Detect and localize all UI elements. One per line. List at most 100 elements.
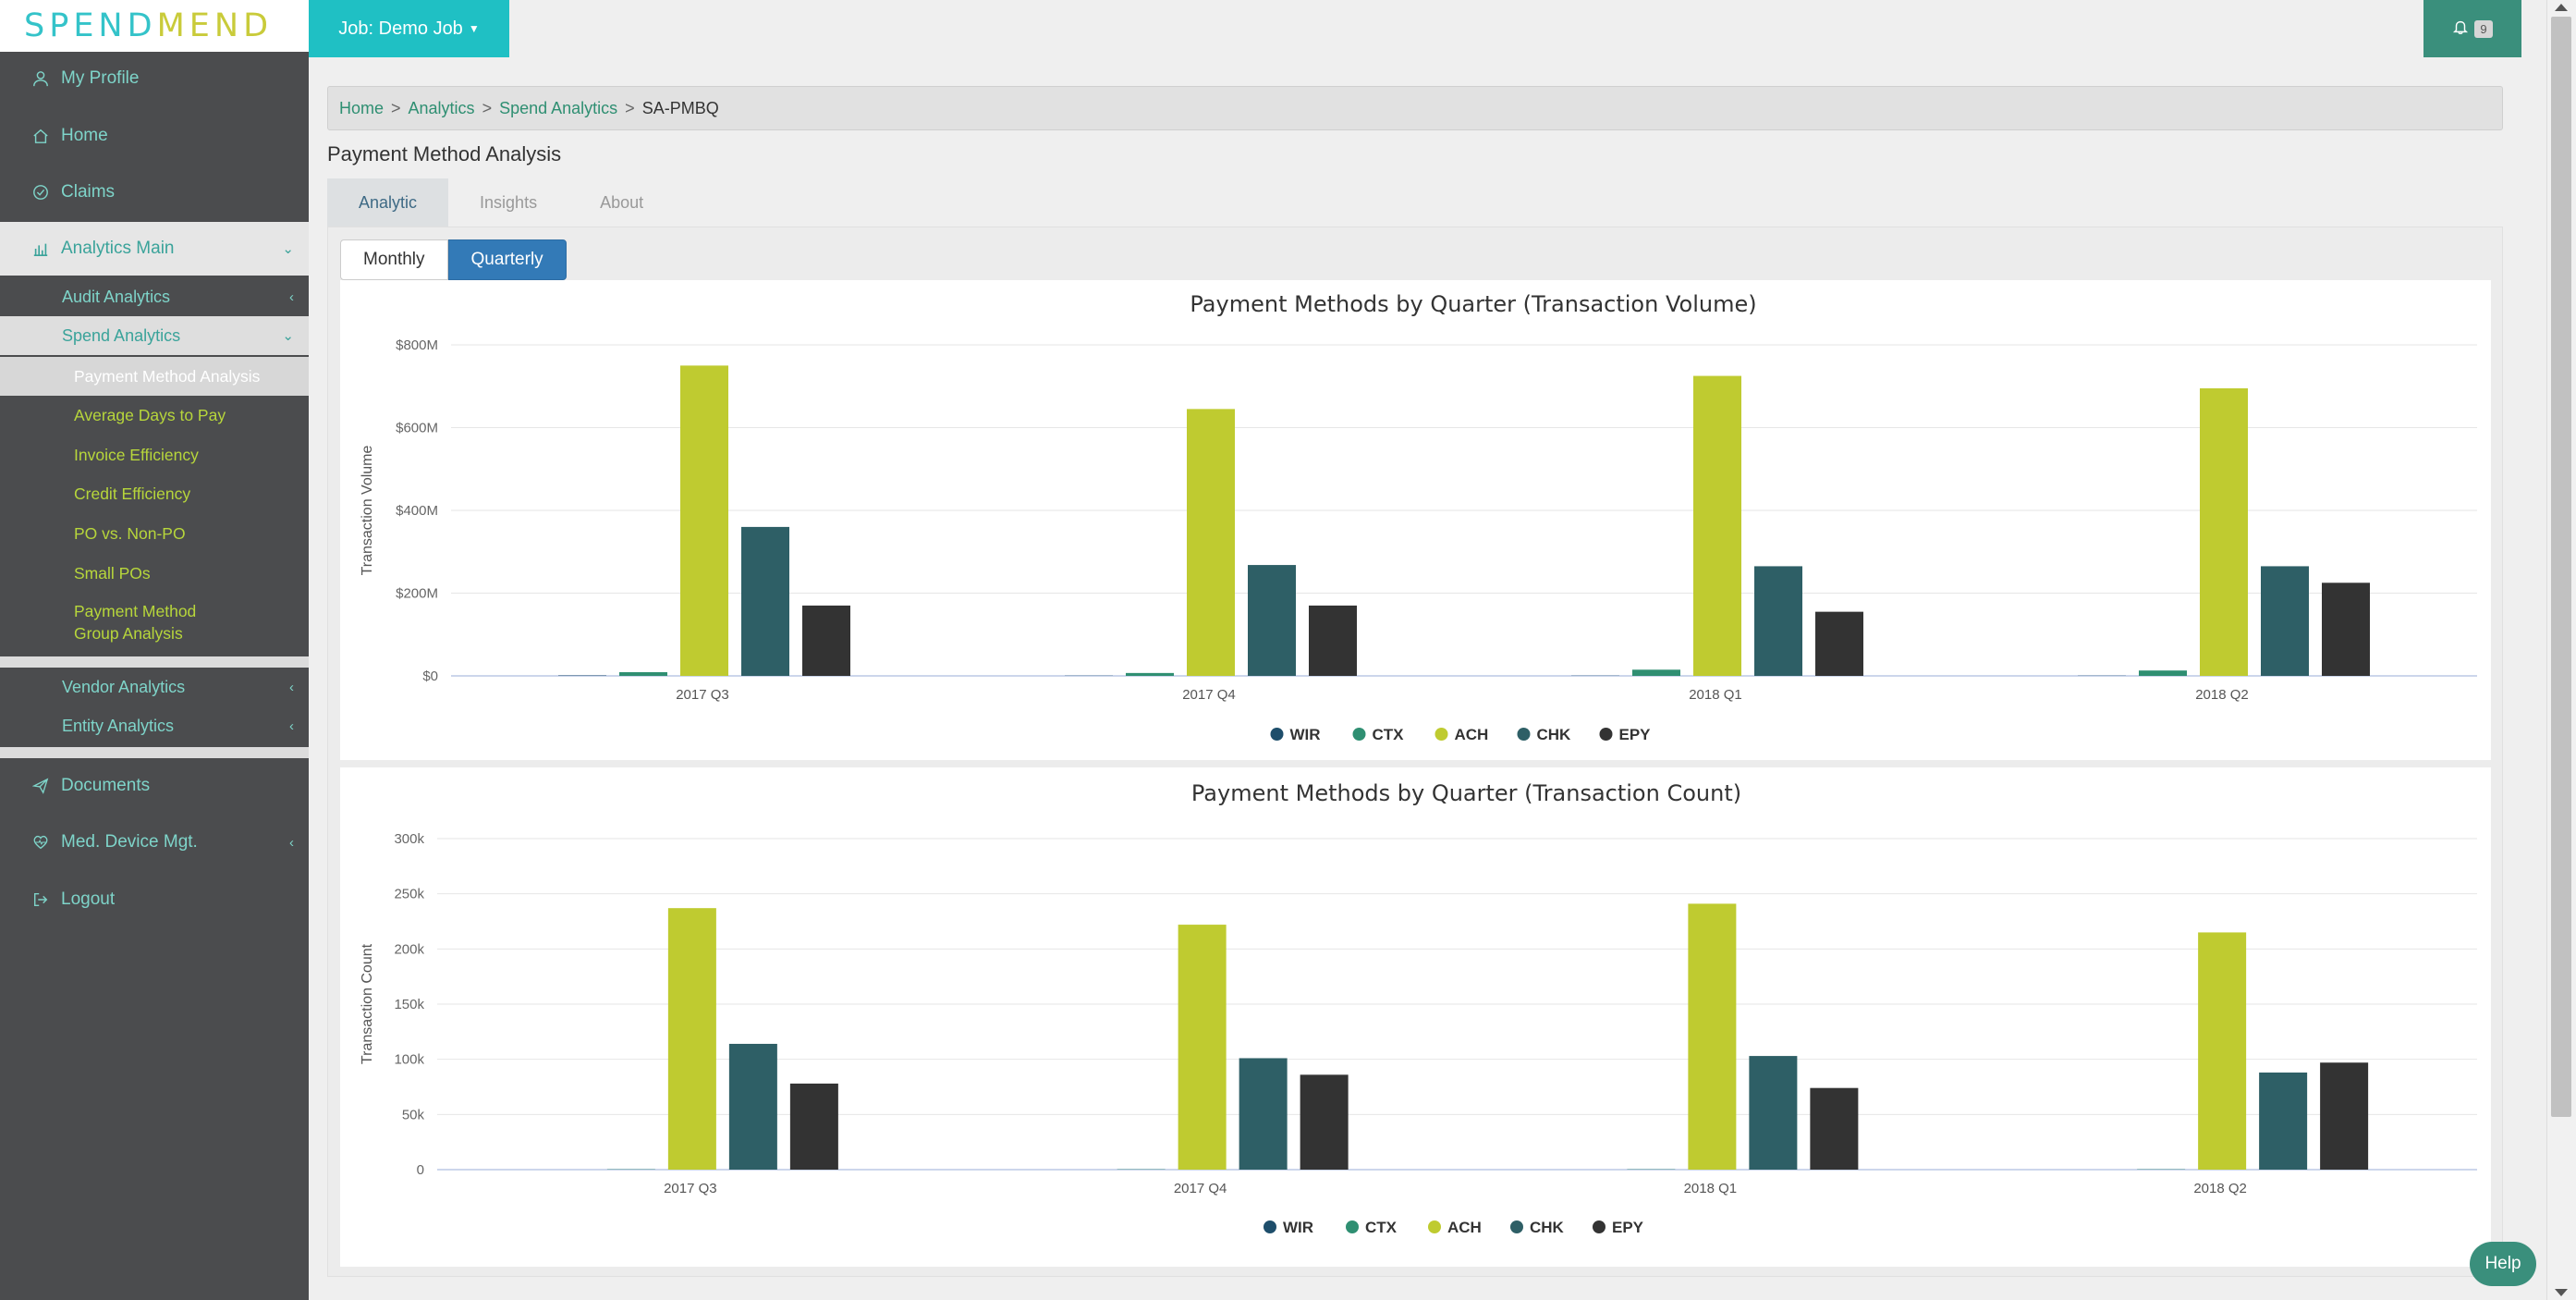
breadcrumb-separator: > xyxy=(482,98,493,117)
bar-ctx xyxy=(619,671,667,676)
sidebar-item-logout[interactable]: Logout xyxy=(0,873,309,926)
sidebar-item-claims[interactable]: Claims xyxy=(0,166,309,219)
bar-chk xyxy=(2259,1072,2308,1170)
sidebar-item-label: Average Days to Pay xyxy=(74,406,226,424)
legend-label-epy: EPY xyxy=(1612,1219,1644,1236)
legend-marker-wir xyxy=(1270,728,1284,741)
bar-ach xyxy=(2200,387,2248,676)
sidebar-item-label: Analytics Main xyxy=(61,239,175,258)
period-toggle: Monthly Quarterly xyxy=(340,239,567,280)
paper-plane-icon xyxy=(31,777,50,795)
sidebar-item-audit-analytics[interactable]: Audit Analytics ‹ xyxy=(0,277,309,316)
y-tick-label: 200k xyxy=(394,941,424,957)
legend-marker-chk xyxy=(1510,1220,1523,1233)
sidebar-item-home[interactable]: Home xyxy=(0,109,309,163)
bar-epy xyxy=(1300,1074,1349,1170)
sidebar-item-label: Logout xyxy=(61,889,116,909)
sidebar-item-my-profile[interactable]: My Profile xyxy=(0,52,309,105)
sidebar-item-entity-analytics[interactable]: Entity Analytics ‹ xyxy=(0,706,309,745)
breadcrumb-separator: > xyxy=(625,98,635,117)
bar-epy xyxy=(789,1083,838,1170)
breadcrumb-analytics-link[interactable]: Analytics xyxy=(408,98,475,117)
bar-chk xyxy=(2261,566,2309,676)
chevron-down-icon: ⌄ xyxy=(282,241,294,257)
caret-down-icon: ▼ xyxy=(468,22,480,35)
bar-ach xyxy=(1693,375,1741,676)
x-tick-label: 2017 Q4 xyxy=(1174,1181,1227,1196)
check-circle-icon xyxy=(31,183,50,202)
bar-ctx xyxy=(2139,670,2187,676)
scroll-up-arrow-icon[interactable] xyxy=(2555,4,2568,11)
scroll-down-arrow-icon[interactable] xyxy=(2555,1289,2568,1296)
y-tick-label: $0 xyxy=(422,668,438,684)
job-selector-button[interactable]: Job: Demo Job ▼ xyxy=(309,0,509,57)
tab-insights[interactable]: Insights xyxy=(480,192,538,212)
sidebar-divider xyxy=(0,656,309,668)
legend-label-epy: EPY xyxy=(1619,726,1652,743)
legend-label-chk: CHK xyxy=(1530,1219,1565,1236)
sidebar-item-po-vs-non-po[interactable]: PO vs. Non-PO xyxy=(0,514,309,553)
legend-label-ctx: CTX xyxy=(1365,1219,1398,1236)
quarterly-toggle-button[interactable]: Quarterly xyxy=(447,239,567,280)
sidebar-item-invoice-efficiency[interactable]: Invoice Efficiency xyxy=(0,435,309,474)
sidebar-item-documents[interactable]: Documents xyxy=(0,759,309,813)
notification-count-badge: 9 xyxy=(2474,19,2493,38)
bar-ach xyxy=(1187,409,1235,676)
y-tick-label: 100k xyxy=(394,1052,424,1068)
bar-chk xyxy=(1248,565,1296,676)
breadcrumb-spend-analytics-link[interactable]: Spend Analytics xyxy=(499,98,618,117)
bar-epy xyxy=(1815,611,1863,676)
bar-epy xyxy=(802,605,850,676)
legend-marker-epy xyxy=(1599,728,1613,741)
brand-logo[interactable]: SPEND MEND xyxy=(0,0,309,52)
help-button[interactable]: Help xyxy=(2470,1242,2536,1286)
tab-bar: Analytic Insights About xyxy=(327,178,675,227)
sidebar-item-analytics-main[interactable]: Analytics Main ⌄ xyxy=(0,222,309,276)
sidebar-item-label: Payment Method Analysis xyxy=(74,367,261,386)
sidebar-item-average-days-to-pay[interactable]: Average Days to Pay xyxy=(0,396,309,435)
bell-icon xyxy=(2452,18,2469,40)
sidebar-item-small-pos[interactable]: Small POs xyxy=(0,554,309,593)
sidebar-item-label: Med. Device Mgt. xyxy=(61,832,198,852)
sidebar-item-payment-method-group-analysis[interactable]: Payment Method Group Analysis xyxy=(0,600,240,644)
breadcrumb-home-link[interactable]: Home xyxy=(339,98,385,117)
sidebar-item-label: Invoice Efficiency xyxy=(74,446,199,464)
transaction-count-chart: Payment Methods by Quarter (Transaction … xyxy=(340,767,2491,1267)
logo-part-mend: MEND xyxy=(156,7,274,44)
sidebar-item-label: Payment Method Group Analysis xyxy=(74,602,197,643)
chevron-down-icon: ⌄ xyxy=(282,328,294,344)
sidebar-item-label: Documents xyxy=(61,776,151,795)
legend-marker-ach xyxy=(1428,1220,1441,1233)
bar-chk xyxy=(741,526,789,676)
tab-analytic[interactable]: Analytic xyxy=(327,178,449,227)
transaction-volume-chart-svg: Payment Methods by Quarter (Transaction … xyxy=(360,291,2477,743)
legend-marker-epy xyxy=(1593,1220,1605,1233)
bar-epy xyxy=(2322,583,2370,676)
y-tick-label: 300k xyxy=(394,831,424,847)
monthly-toggle-button[interactable]: Monthly xyxy=(340,239,448,280)
bar-ach xyxy=(680,365,728,676)
legend-label-wir: WIR xyxy=(1290,726,1321,743)
y-axis-label: Transaction Volume xyxy=(360,445,375,575)
y-axis-label: Transaction Count xyxy=(360,943,375,1064)
tab-about[interactable]: About xyxy=(600,192,644,212)
x-tick-label: 2017 Q4 xyxy=(1182,687,1236,703)
notifications-button[interactable]: 9 xyxy=(2423,0,2521,57)
scrollbar-thumb[interactable] xyxy=(2551,17,2571,1117)
y-tick-label: 0 xyxy=(417,1162,424,1178)
sidebar-item-credit-efficiency[interactable]: Credit Efficiency xyxy=(0,474,309,513)
sidebar-item-vendor-analytics[interactable]: Vendor Analytics ‹ xyxy=(0,668,309,706)
page-scrollbar[interactable] xyxy=(2546,0,2576,1300)
sidebar-item-spend-analytics[interactable]: Spend Analytics ⌄ xyxy=(0,316,309,355)
bar-ach xyxy=(1688,903,1737,1170)
chevron-left-icon: ‹ xyxy=(289,834,294,851)
sidebar-item-label: Spend Analytics xyxy=(62,325,181,345)
sidebar-item-med-device-mgt[interactable]: Med. Device Mgt. ‹ xyxy=(0,816,309,869)
bar-chk xyxy=(728,1043,777,1170)
sidebar-item-label: Small POs xyxy=(74,564,151,583)
breadcrumb-separator: > xyxy=(391,98,401,117)
bar-epy xyxy=(2320,1062,2369,1170)
sidebar-item-label: Claims xyxy=(61,182,116,202)
sidebar-item-payment-method-analysis[interactable]: Payment Method Analysis xyxy=(0,357,309,396)
x-tick-label: 2018 Q2 xyxy=(2195,687,2249,703)
